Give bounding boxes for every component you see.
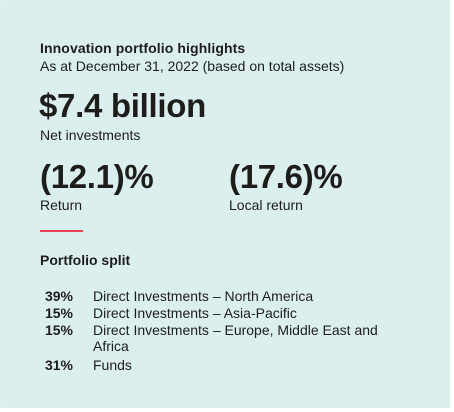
accent-divider [40,230,83,232]
split-percentage: 39% [44,288,73,304]
split-percentage: 15% [44,305,73,321]
split-percentage: 31% [44,357,73,373]
card-subtitle: As at December 31, 2022 (based on total … [40,58,345,74]
split-percentage: 15% [44,322,73,338]
split-description: Funds [93,357,132,373]
card-title: Innovation portfolio highlights [40,40,246,56]
net-investments-label: Net investments [40,127,141,143]
split-description: Direct Investments – North America [93,288,314,304]
portfolio-split-title: Portfolio split [40,252,131,268]
split-description: Direct Investments – Europe, Middle East… [93,322,378,354]
return-value: (12.1)% [40,158,154,195]
net-investments-value: $7.4 billion [39,87,206,124]
split-description: Direct Investments – Asia-Pacific [93,305,297,321]
return-label: Return [40,197,83,213]
local-return-value: (17.6)% [229,158,343,195]
local-return-label: Local return [229,197,303,213]
